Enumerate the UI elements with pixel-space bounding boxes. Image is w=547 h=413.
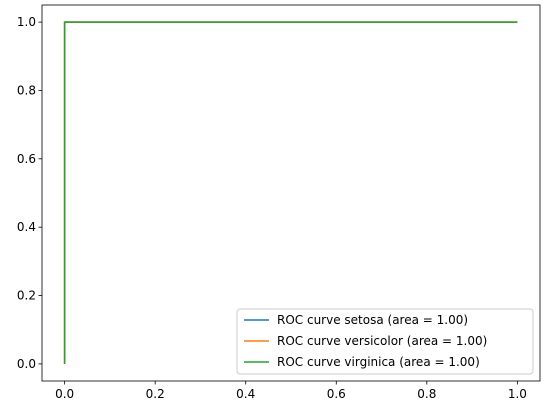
y-tick-label: 1.0 xyxy=(17,15,36,29)
y-tick-label: 0.8 xyxy=(17,83,36,97)
x-tick-label: 0.2 xyxy=(146,387,165,401)
series-layer xyxy=(63,21,518,364)
legend-label-2: ROC curve virginica (area = 1.00) xyxy=(277,355,480,369)
y-tick-label: 0.2 xyxy=(17,289,36,303)
legend: ROC curve setosa (area = 1.00) ROC curve … xyxy=(236,308,534,375)
x-tick-label: 0.6 xyxy=(327,387,346,401)
x-tick-label: 0.0 xyxy=(55,387,74,401)
x-tick-label: 1.0 xyxy=(508,387,527,401)
y-tick-label: 0.4 xyxy=(17,220,36,234)
axis-ticks: 0.0 0.2 0.4 0.6 0.8 1.0 0.0 0.2 0.4 0.6 0.8 1.0 xyxy=(17,15,527,401)
x-tick-label: 0.8 xyxy=(417,387,436,401)
legend-box xyxy=(236,308,534,375)
series-line-2 xyxy=(63,21,518,364)
x-tick-label: 0.4 xyxy=(236,387,255,401)
legend-label-0: ROC curve setosa (area = 1.00) xyxy=(277,313,468,327)
plot-frame xyxy=(41,4,541,382)
y-tick-label: 0.0 xyxy=(17,357,36,371)
y-tick-label: 0.6 xyxy=(17,152,36,166)
legend-label-1: ROC curve versicolor (area = 1.00) xyxy=(277,334,487,348)
